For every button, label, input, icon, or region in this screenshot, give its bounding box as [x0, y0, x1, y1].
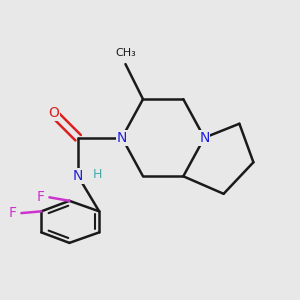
Text: N: N	[117, 131, 127, 145]
Text: F: F	[37, 190, 45, 204]
Text: CH₃: CH₃	[115, 48, 136, 58]
Text: O: O	[48, 106, 59, 120]
Text: F: F	[9, 206, 16, 220]
Text: H: H	[93, 168, 102, 181]
Text: N: N	[73, 169, 83, 183]
Text: N: N	[199, 131, 209, 145]
